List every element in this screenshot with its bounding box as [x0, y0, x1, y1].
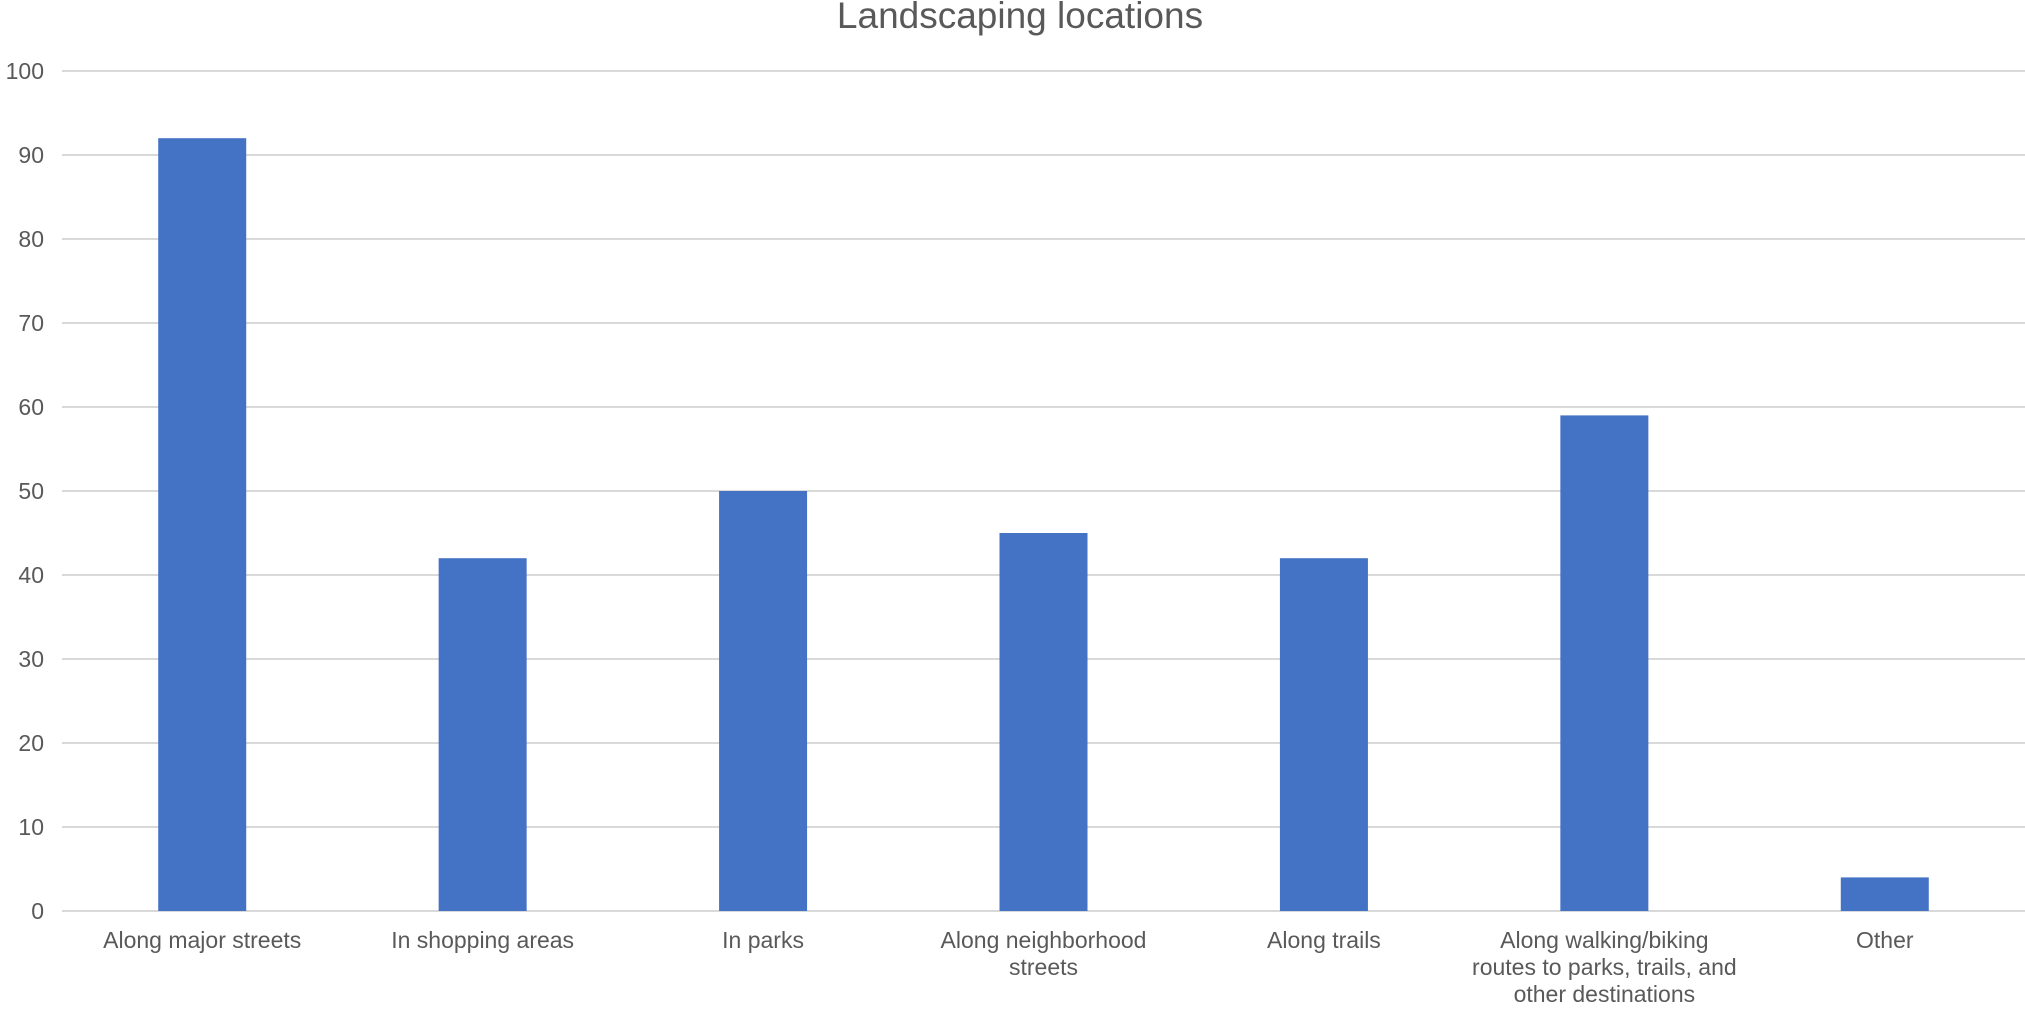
- bars: [158, 138, 1929, 911]
- x-category-label: Along major streets: [103, 927, 301, 953]
- y-tick-label: 100: [6, 58, 44, 84]
- x-category-label: Other: [1856, 927, 1914, 953]
- bar: [438, 558, 527, 911]
- bar: [1560, 415, 1649, 911]
- bar: [999, 533, 1088, 911]
- y-tick-label: 80: [18, 226, 44, 252]
- y-tick-label: 0: [31, 898, 44, 924]
- x-category-label: In parks: [722, 927, 804, 953]
- y-tick-label: 90: [18, 142, 44, 168]
- y-tick-label: 50: [18, 478, 44, 504]
- y-tick-label: 20: [18, 730, 44, 756]
- y-tick-label: 60: [18, 394, 44, 420]
- y-axis-tick-labels: 0 10 20 30 40 50 60 70 80 90 100: [6, 58, 44, 924]
- x-category-label: Along trails: [1267, 927, 1381, 953]
- bar: [1840, 877, 1929, 911]
- x-axis-category-labels: Along major streets In shopping areas In p…: [103, 927, 1914, 1007]
- x-category-label: In shopping areas: [391, 927, 574, 953]
- y-tick-label: 70: [18, 310, 44, 336]
- x-category-label: Along neighborhood streets: [941, 927, 1147, 980]
- chart-title: Landscaping locations: [837, 0, 1203, 36]
- bar: [158, 138, 247, 911]
- bar: [1279, 558, 1368, 911]
- x-category-label: Along walking/biking routes to parks, tra…: [1472, 927, 1737, 1007]
- y-tick-label: 10: [18, 814, 44, 840]
- bar: [719, 491, 808, 911]
- y-tick-label: 40: [18, 562, 44, 588]
- y-tick-label: 30: [18, 646, 44, 672]
